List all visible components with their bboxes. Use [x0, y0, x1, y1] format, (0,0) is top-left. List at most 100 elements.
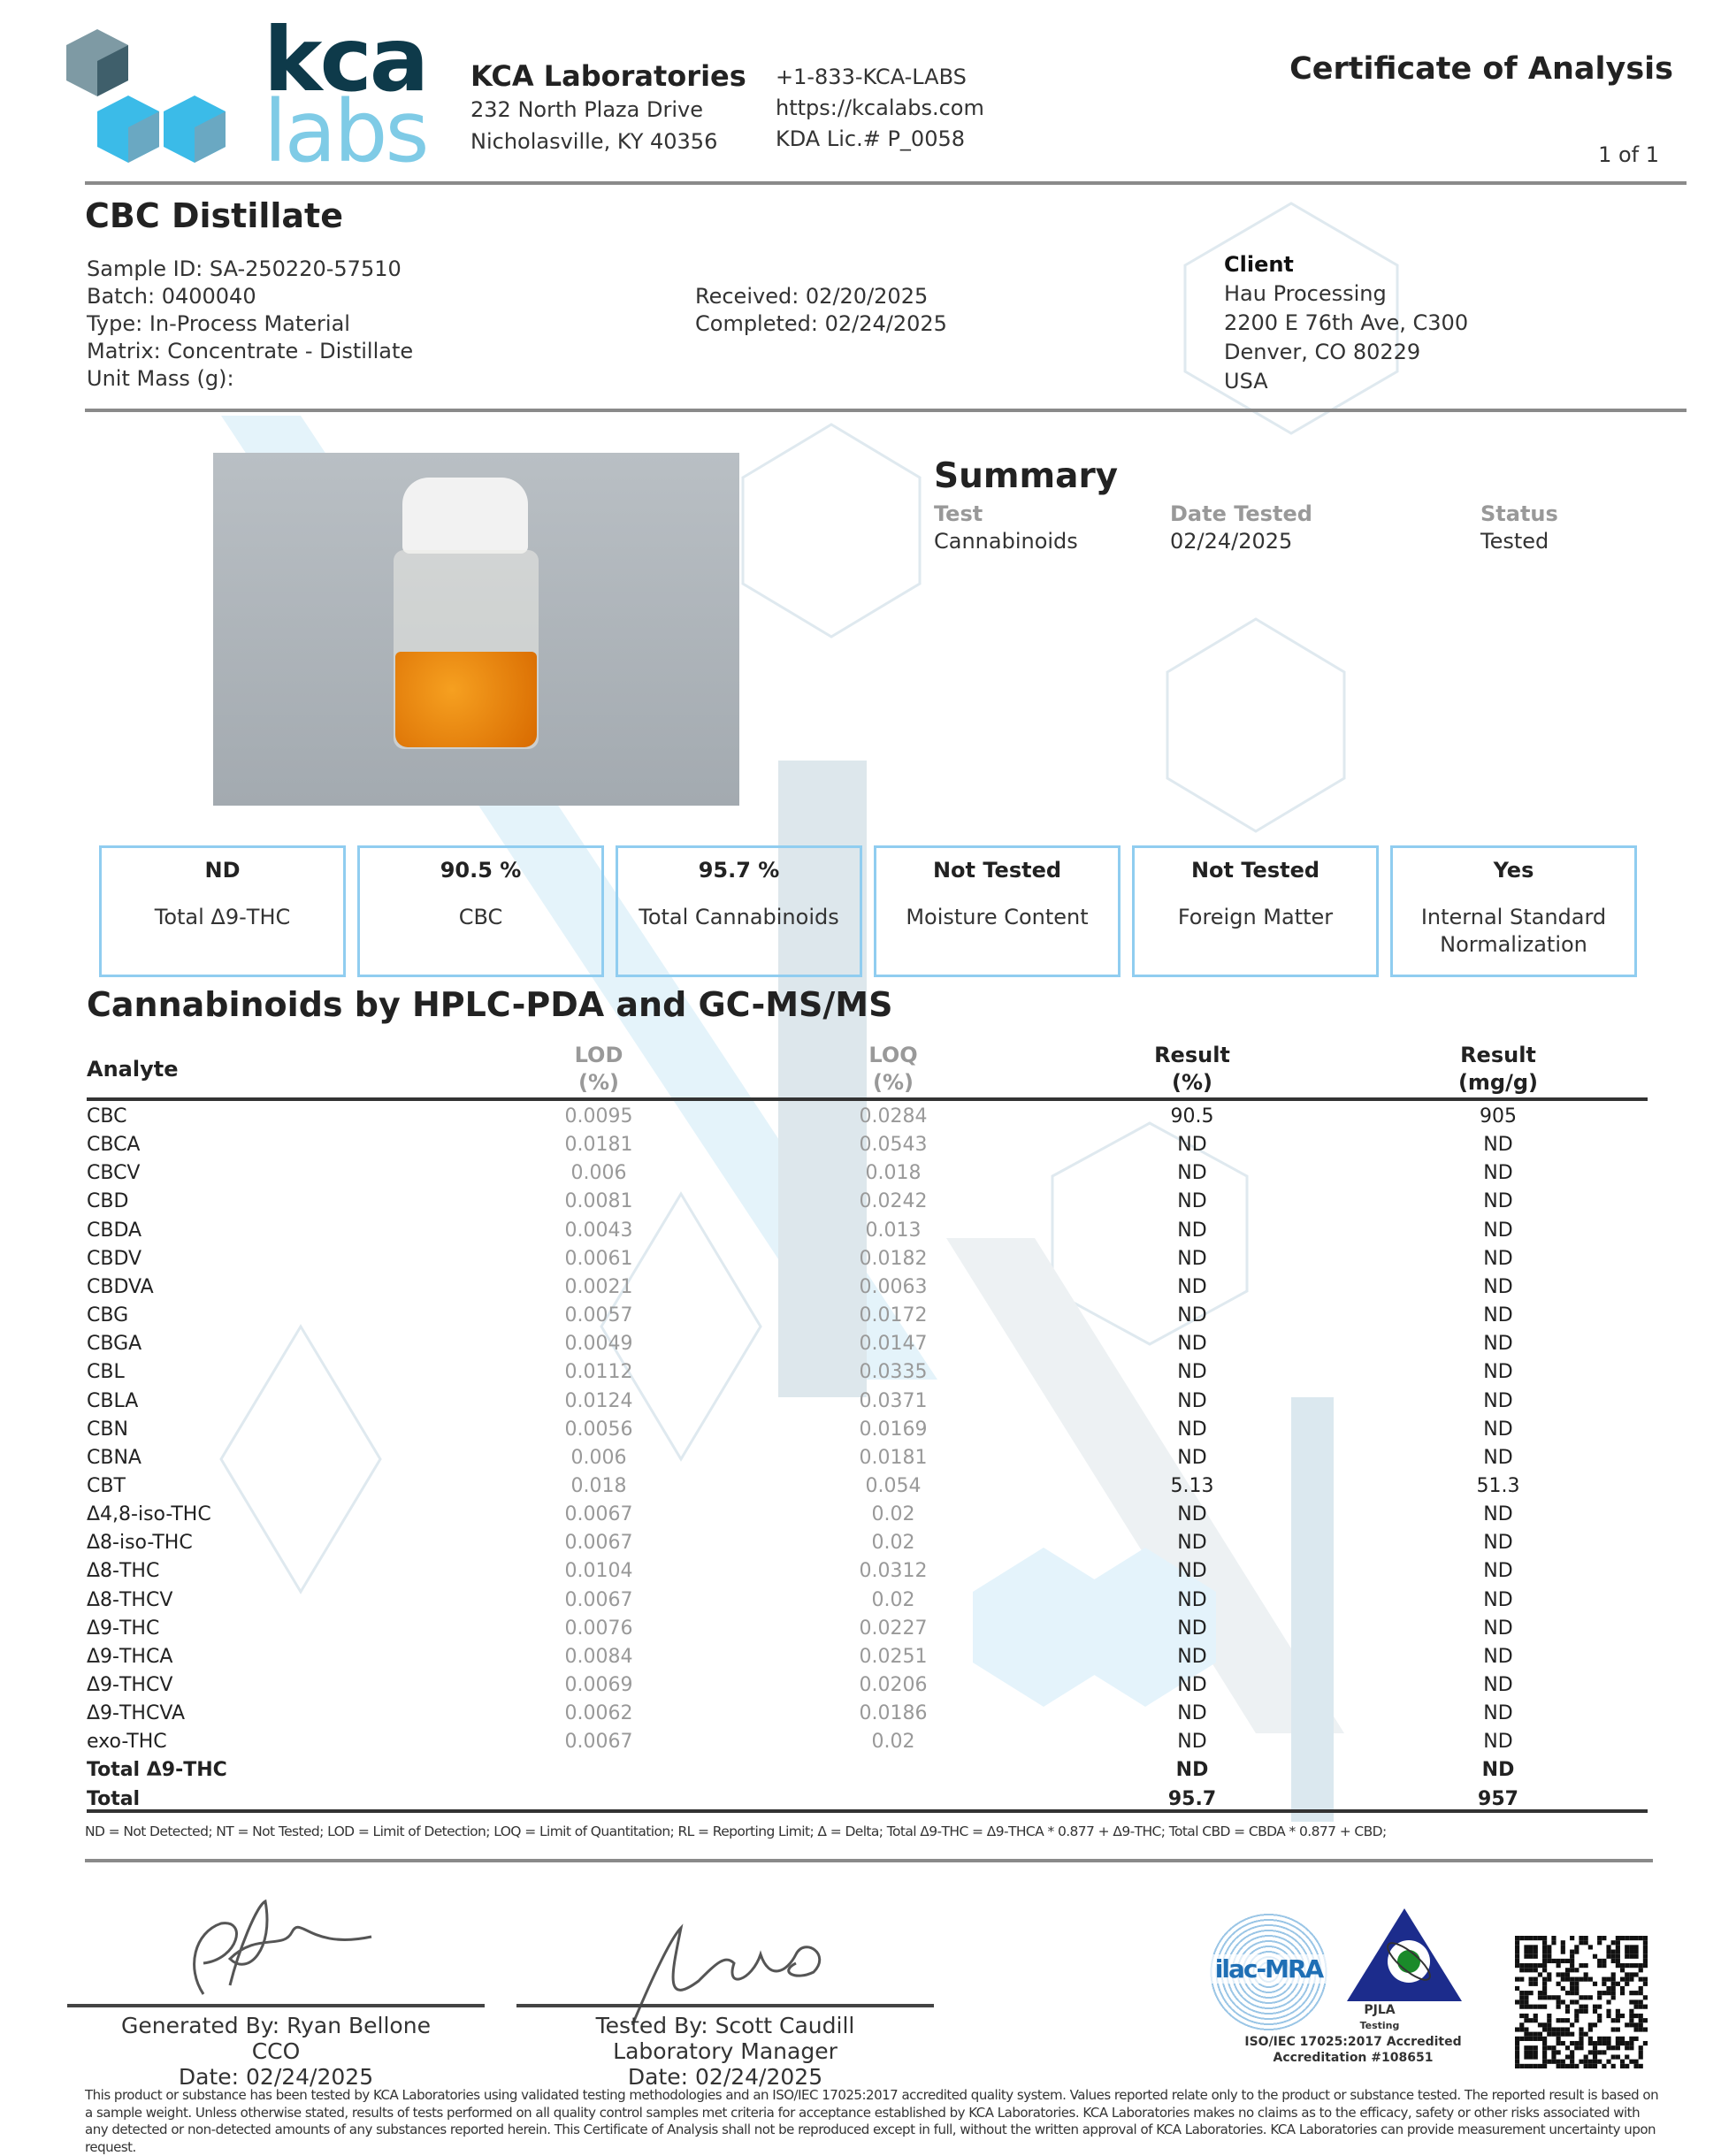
cell-result-percent: ND: [1177, 1275, 1207, 1298]
cell-result-percent: ND: [1177, 1532, 1207, 1555]
footnote: ND = Not Detected; NT = Not Tested; LOD …: [85, 1823, 1387, 1839]
lab-website[interactable]: https://kcalabs.com: [776, 96, 984, 120]
cell-loq: 0.0227: [859, 1617, 928, 1640]
cell-result-percent: 90.5: [1170, 1105, 1214, 1128]
cell-result-percent: 5.13: [1170, 1474, 1214, 1497]
header-lod-unit: (%): [578, 1070, 619, 1095]
cell-result-percent: ND: [1177, 1503, 1207, 1526]
cell-lod: 0.0049: [564, 1333, 633, 1356]
document-title: Certificate of Analysis: [1289, 51, 1673, 87]
cell-analyte: CBGA: [87, 1333, 142, 1356]
table-row: CBDA 0.0043 0.013 ND ND: [87, 1217, 1648, 1245]
divider: [85, 409, 1687, 412]
iso-accreditation: ISO/IEC 17025:2017 Accredited: [1244, 2035, 1462, 2049]
cell-lod: 0.0043: [564, 1219, 633, 1242]
cell-result-percent: ND: [1177, 1674, 1207, 1696]
table-header-rule: [87, 1097, 1648, 1101]
cell-loq: 0.0206: [859, 1674, 928, 1696]
table-row: CBT 0.018 0.054 5.13 51.3: [87, 1472, 1648, 1501]
cell-result-mg-g: 957: [1478, 1787, 1518, 1810]
table-row: Δ9-THCVA 0.0062 0.0186 ND ND: [87, 1700, 1648, 1728]
cell-loq: 0.0182: [859, 1247, 928, 1270]
divider: [85, 1859, 1653, 1862]
header-result-mg-unit: (mg/g): [1457, 1070, 1539, 1095]
table-row: CBDVA 0.0021 0.0063 ND ND: [87, 1273, 1648, 1302]
cell-result-mg-g: 51.3: [1476, 1474, 1520, 1497]
cell-loq: 0.054: [865, 1474, 922, 1497]
cell-analyte: CBDV: [87, 1247, 142, 1270]
cell-result-percent: ND: [1177, 1731, 1207, 1754]
cell-lod: 0.0095: [564, 1105, 633, 1128]
lab-city: Nicholasville, KY 40356: [470, 129, 718, 154]
cell-lod: 0.006: [570, 1162, 627, 1185]
summary-box-label: CBC: [458, 905, 503, 929]
pjla-logo-icon: [1347, 1908, 1462, 2001]
cell-result-percent: ND: [1177, 1134, 1207, 1157]
header-result: Result: [1154, 1043, 1230, 1067]
summary-test-value: Cannabinoids: [934, 529, 1078, 554]
summary-box-value: 95.7 %: [698, 858, 780, 883]
cell-analyte: CBD: [87, 1190, 129, 1213]
cell-analyte: Total: [87, 1787, 141, 1810]
header-result-unit: (%): [1172, 1070, 1212, 1095]
kca-labs-logo: kca labs: [62, 8, 429, 181]
header-lod: LOD: [574, 1043, 623, 1067]
received-date: Received: 02/20/2025: [695, 284, 929, 309]
cell-result-percent: ND: [1177, 1702, 1207, 1725]
cell-analyte: CBL: [87, 1361, 125, 1384]
cell-result-mg-g: ND: [1483, 1446, 1513, 1469]
sample-photo: [213, 453, 739, 806]
summary-box: Yes Internal Standard Normalization: [1390, 845, 1637, 977]
pjla-sub: Testing: [1359, 2020, 1400, 2031]
cell-analyte: CBCV: [87, 1162, 141, 1185]
cell-lod: 0.0067: [564, 1731, 633, 1754]
cell-result-percent: ND: [1177, 1446, 1207, 1469]
cell-result-mg-g: ND: [1483, 1162, 1513, 1185]
cell-analyte: CBNA: [87, 1446, 142, 1469]
cell-analyte: Δ8-THC: [87, 1560, 160, 1583]
cell-analyte: CBLA: [87, 1389, 139, 1412]
total-row: Total Δ9-THC ND ND: [87, 1756, 1648, 1785]
cell-lod: 0.0081: [564, 1190, 633, 1213]
cell-lod: 0.0057: [564, 1304, 633, 1327]
qr-code[interactable]: [1515, 1935, 1648, 2069]
lab-address: 232 North Plaza Drive: [470, 97, 703, 122]
cell-analyte: Δ9-THCVA: [87, 1702, 186, 1725]
cell-result-percent: ND: [1177, 1418, 1207, 1441]
accreditation-number: Accreditation #108651: [1273, 2051, 1434, 2065]
cell-loq: 0.0186: [859, 1702, 928, 1725]
signer-role: CCO: [251, 2038, 301, 2064]
cell-result-mg-g: ND: [1483, 1219, 1513, 1242]
cell-result-mg-g: ND: [1483, 1645, 1513, 1668]
lab-phone: +1-833-KCA-LABS: [776, 65, 967, 89]
cell-lod: 0.0062: [564, 1702, 633, 1725]
summary-box: ND Total Δ9-THC: [99, 845, 346, 977]
table-row: Δ8-iso-THC 0.0067 0.02 ND ND: [87, 1529, 1648, 1557]
signature-ryan-bellone: [193, 1899, 372, 1995]
cell-analyte: Δ9-THCV: [87, 1674, 173, 1696]
total-row: Total 95.7 957: [87, 1785, 1648, 1814]
summary-box: 95.7 % Total Cannabinoids: [616, 845, 862, 977]
cell-loq: 0.0543: [859, 1134, 928, 1157]
cell-loq: 0.0242: [859, 1190, 928, 1213]
cell-result-percent: ND: [1177, 1304, 1207, 1327]
divider: [85, 181, 1687, 185]
table-row: exo-THC 0.0067 0.02 ND ND: [87, 1728, 1648, 1756]
client-city: Denver, CO 80229: [1224, 340, 1421, 364]
client-name: Hau Processing: [1224, 281, 1387, 306]
signature-block: Tested By: Scott Caudill Laboratory Manag…: [516, 2013, 934, 2090]
cell-loq: 0.0335: [859, 1361, 928, 1384]
cell-loq: 0.0169: [859, 1418, 928, 1441]
table-row: CBL 0.0112 0.0335 ND ND: [87, 1358, 1648, 1387]
signer-name: Tested By: Scott Caudill: [595, 2013, 855, 2038]
table-row: CBCA 0.0181 0.0543 ND ND: [87, 1131, 1648, 1159]
cell-lod: 0.0021: [564, 1275, 633, 1298]
cell-lod: 0.006: [570, 1446, 627, 1469]
cell-analyte: CBG: [87, 1304, 129, 1327]
signature-block: Generated By: Ryan Bellone CCO Date: 02/24…: [67, 2013, 485, 2090]
cell-lod: 0.0067: [564, 1532, 633, 1555]
cell-analyte: CBN: [87, 1418, 128, 1441]
header-result-mg: Result: [1460, 1043, 1536, 1067]
header-analyte: Analyte: [87, 1057, 179, 1082]
cell-result-mg-g: ND: [1483, 1617, 1513, 1640]
